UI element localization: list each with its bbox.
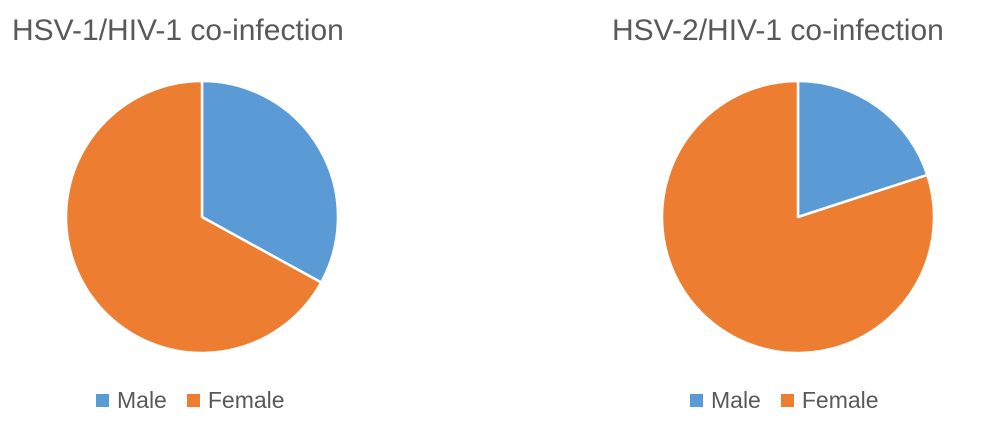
legend-item-female: Female [186, 387, 285, 414]
legend-item-male: Male [690, 387, 761, 414]
chart-title: HSV-2/HIV-1 co-infection [612, 14, 944, 47]
legend-item-male: Male [96, 387, 167, 414]
legend-label-female: Female [801, 387, 879, 413]
pie-slice-male [200, 79, 340, 284]
legend-label-male: Male [711, 387, 761, 413]
legend: Male Female [598, 387, 1000, 414]
chart-title: HSV-1/HIV-1 co-infection [12, 14, 344, 47]
legend-label-female: Female [207, 387, 285, 413]
legend-swatch-female [186, 394, 200, 407]
pie-plot-area [660, 79, 936, 355]
legend-swatch-male [96, 394, 109, 407]
legend-item-female: Female [780, 387, 879, 414]
legend-label-male: Male [117, 387, 167, 413]
pie-chart-hsv2: HSV-2/HIV-1 co-infection Male Female [598, 0, 1000, 428]
pie-chart-hsv1: HSV-1/HIV-1 co-infection Male Female [0, 0, 400, 428]
legend-swatch-male [690, 394, 703, 407]
pie-plot-area [64, 79, 340, 355]
pie-slice-female [660, 79, 936, 355]
pie-slice-male [796, 79, 929, 219]
pie-slice-female [64, 79, 323, 355]
legend-swatch-female [780, 394, 794, 407]
legend: Male Female [0, 387, 496, 414]
